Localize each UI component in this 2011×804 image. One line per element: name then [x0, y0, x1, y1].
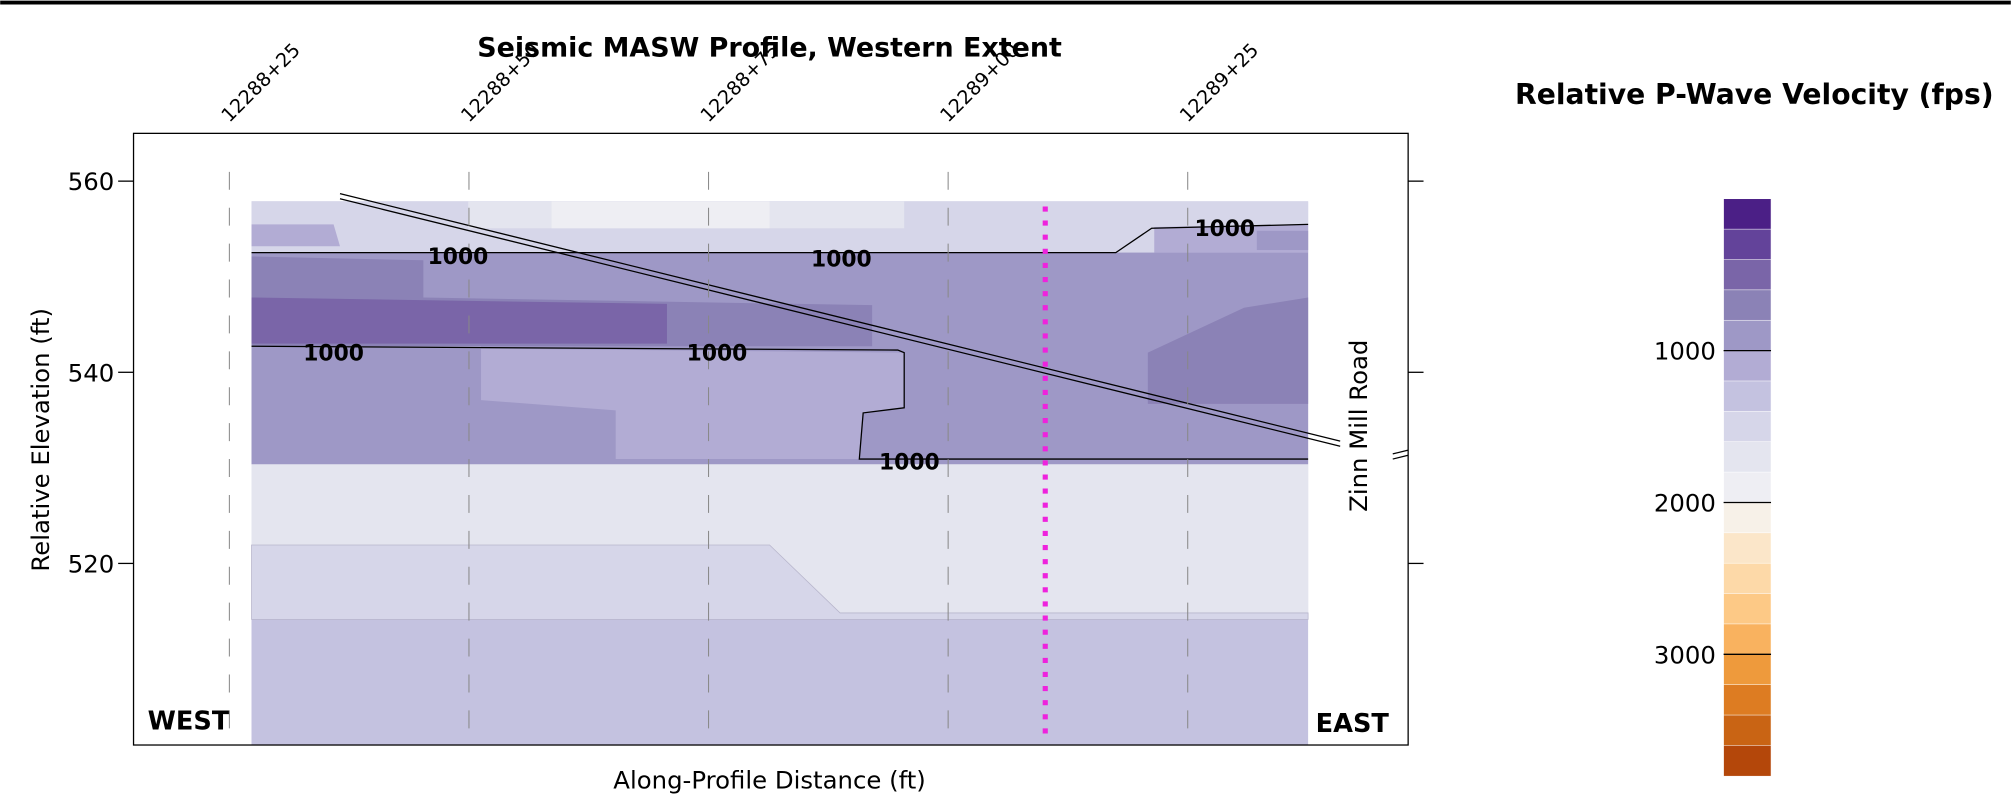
- x-tick-label: 12289+25: [1175, 38, 1263, 126]
- colorbar-title: Relative P-Wave Velocity (fps): [1515, 78, 1994, 111]
- colorbar-swatch: [1723, 593, 1772, 625]
- annotation: EAST: [1316, 709, 1390, 739]
- colorbar-swatch: [1723, 471, 1772, 504]
- contour-label: 1000: [303, 341, 364, 366]
- y-tick-label: 540: [68, 358, 114, 387]
- annotation: WEST: [148, 707, 230, 737]
- colorbar-swatch: [1723, 684, 1772, 716]
- colorbar-swatch: [1723, 350, 1772, 382]
- road: [339, 193, 1409, 460]
- colorbar-swatch: [1723, 441, 1772, 473]
- contour-label: 1000: [428, 245, 489, 270]
- colorbar-swatch: [1723, 411, 1772, 443]
- x-tick-label: 12288+25: [217, 38, 305, 126]
- plot-frame: [132, 132, 1409, 746]
- colorbar-swatch: [1723, 228, 1772, 261]
- colorbar-swatch: [1723, 259, 1772, 291]
- colorbar-tick-label: 3000: [1654, 640, 1716, 669]
- y-tick-label: 560: [68, 167, 114, 196]
- colorbar-tick-label: 2000: [1654, 488, 1716, 517]
- colorbar-swatch: [1723, 562, 1772, 595]
- colorbar-swatch: [1723, 502, 1772, 534]
- annotation: Zinn Mill Road: [1344, 340, 1373, 512]
- contour-fill: [251, 201, 1309, 746]
- colorbar-swatch: [1723, 319, 1772, 352]
- colorbar-swatch: [1723, 654, 1772, 686]
- contour-label: 1000: [879, 450, 940, 475]
- y-tick-label: 520: [68, 549, 114, 578]
- colorbar-swatch: [1723, 380, 1772, 412]
- contour-lines: [251, 223, 1309, 460]
- y-axis-label: Relative Elevation (ft): [26, 308, 55, 572]
- colorbar-swatch: [1723, 198, 1772, 230]
- x-axis-label: Along-Profile Distance (ft): [613, 766, 925, 795]
- colorbar-swatch: [1723, 289, 1772, 321]
- contour-label: 1000: [811, 248, 872, 273]
- chart-title: Seismic MASW Profile, Western Extent: [477, 32, 1062, 63]
- colorbar-tick-label: 1000: [1654, 337, 1716, 366]
- colorbar-swatch: [1723, 714, 1772, 747]
- colorbar-swatch: [1723, 745, 1772, 777]
- colorbar-swatch: [1723, 623, 1772, 655]
- colorbar-swatch: [1723, 532, 1772, 564]
- contour-label: 1000: [687, 341, 748, 366]
- contour-label: 1000: [1194, 217, 1255, 242]
